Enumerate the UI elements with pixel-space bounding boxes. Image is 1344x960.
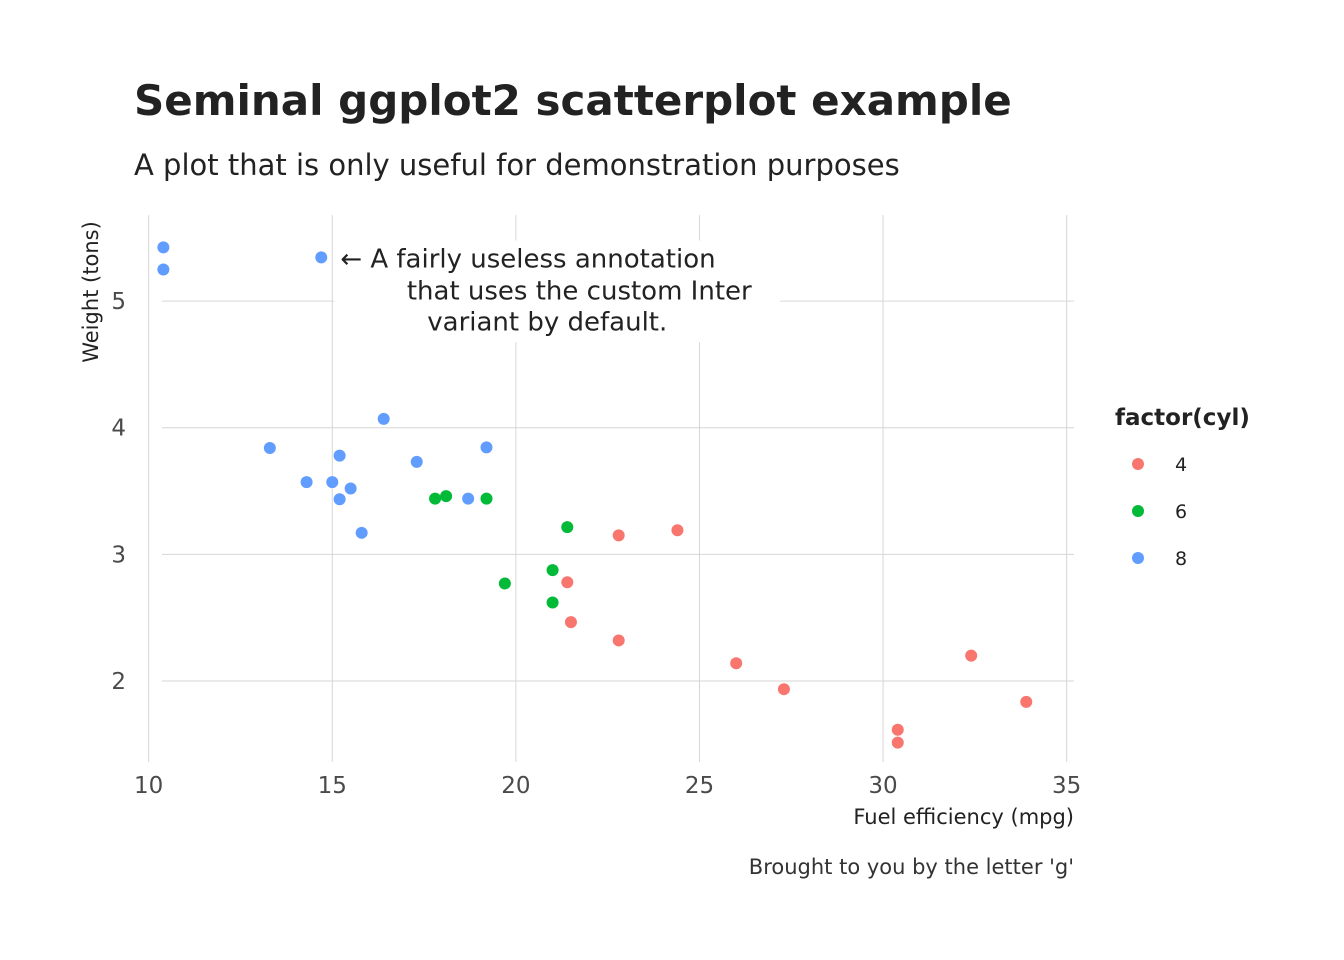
data-point-cyl-8 (377, 412, 390, 425)
data-point-cyl-4 (612, 634, 625, 647)
x-tick-label: 30 (868, 773, 897, 799)
data-point-cyl-8 (300, 476, 313, 489)
legend-label-8: 8 (1175, 548, 1187, 570)
data-point-cyl-4 (965, 649, 978, 662)
legend-label-6: 6 (1175, 501, 1187, 523)
legend-entries: 4 6 8 (1132, 454, 1187, 570)
x-axis-title: Fuel efficiency (mpg) (853, 805, 1074, 829)
y-axis-title: Weight (tons) (79, 221, 103, 363)
data-point-cyl-6 (546, 564, 559, 577)
data-point-cyl-6 (546, 596, 559, 609)
data-point-cyl-6 (429, 492, 442, 505)
data-point-cyl-8 (326, 476, 339, 489)
y-tick-label: 2 (111, 669, 126, 695)
annotation-line-1: ← A fairly useless annotation (340, 244, 715, 274)
y-tick-label: 4 (111, 416, 126, 442)
legend-key-4 (1132, 458, 1144, 470)
legend-key-8 (1132, 552, 1144, 564)
data-point-cyl-4 (730, 657, 743, 670)
legend-label-4: 4 (1175, 454, 1187, 476)
data-point-cyl-6 (561, 521, 574, 534)
data-point-cyl-4 (612, 529, 625, 542)
data-point-cyl-6 (440, 490, 453, 503)
data-point-cyl-4 (564, 616, 577, 629)
data-point-cyl-8 (157, 263, 170, 276)
data-point-cyl-4 (891, 723, 904, 736)
legend-key-6 (1132, 505, 1144, 517)
legend: factor(cyl) 4 6 8 (1115, 405, 1250, 570)
data-point-cyl-8 (480, 441, 493, 454)
annotation-line-2: that uses the custom Inter (407, 276, 752, 306)
y-axis-ticks: 2 3 4 5 (111, 289, 126, 695)
annotation: ← A fairly useless annotation that uses … (334, 240, 781, 343)
legend-title: factor(cyl) (1115, 405, 1250, 431)
data-point-cyl-4 (561, 576, 574, 589)
data-point-cyl-8 (344, 482, 357, 495)
data-point-cyl-8 (410, 455, 423, 468)
data-point-cyl-8 (355, 526, 368, 539)
data-points (157, 241, 1033, 749)
data-point-cyl-8 (462, 492, 475, 505)
data-point-cyl-4 (777, 683, 790, 696)
data-point-cyl-4 (891, 736, 904, 749)
data-point-cyl-8 (157, 241, 170, 254)
data-point-cyl-4 (1020, 695, 1033, 708)
x-tick-label: 35 (1052, 773, 1081, 799)
chart-subtitle: A plot that is only useful for demonstra… (134, 148, 900, 182)
chart-title: Seminal ggplot2 scatterplot example (134, 76, 1012, 125)
data-point-cyl-6 (498, 577, 511, 590)
annotation-line-3: variant by default. (427, 307, 667, 337)
data-point-cyl-8 (315, 251, 328, 264)
data-point-cyl-8 (333, 449, 346, 462)
y-tick-label: 5 (111, 289, 126, 315)
x-tick-label: 15 (318, 773, 347, 799)
data-point-cyl-4 (671, 524, 684, 537)
data-point-cyl-6 (480, 492, 493, 505)
y-tick-label: 3 (111, 542, 126, 568)
x-tick-label: 20 (501, 773, 530, 799)
x-tick-label: 25 (685, 773, 714, 799)
data-point-cyl-8 (333, 493, 346, 506)
data-point-cyl-8 (263, 441, 276, 454)
x-tick-label: 10 (134, 773, 163, 799)
annotation-background (334, 240, 781, 343)
x-axis-ticks: 10 15 20 25 30 35 (134, 773, 1081, 799)
chart-caption: Brought to you by the letter 'g' (749, 855, 1074, 879)
